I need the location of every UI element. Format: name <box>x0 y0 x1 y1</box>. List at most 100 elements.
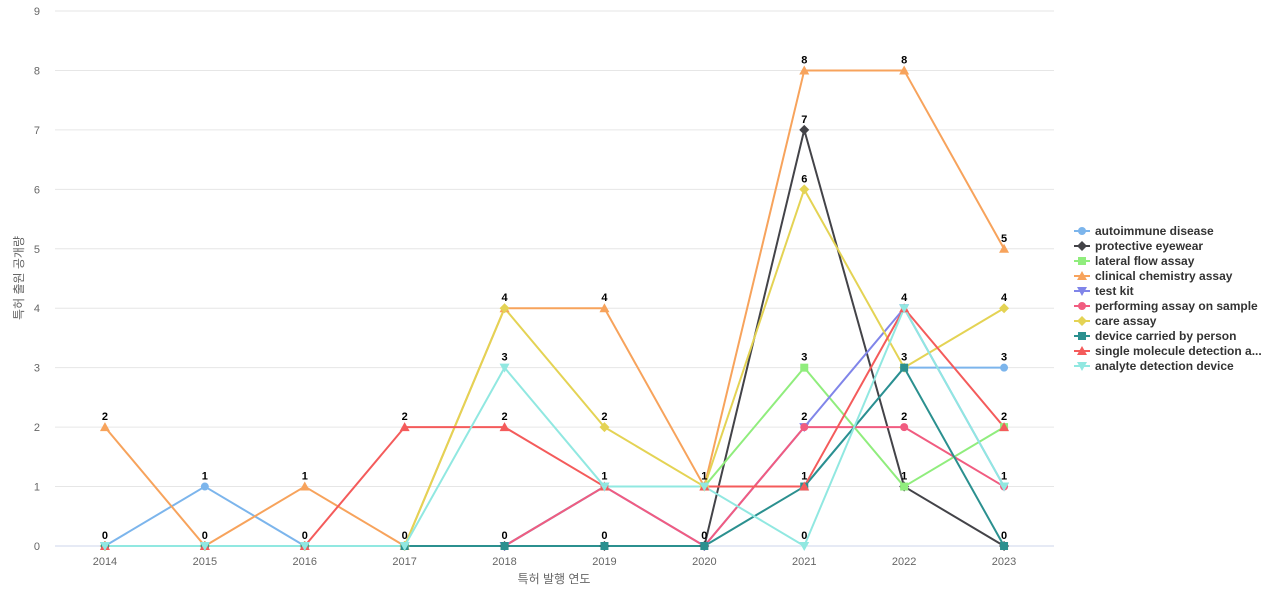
y-tick-label: 9 <box>34 6 40 18</box>
data-label: 0 <box>501 530 507 542</box>
data-label: 7 <box>801 114 807 126</box>
data-label: 1 <box>801 471 807 483</box>
data-point-care-assay <box>799 184 810 195</box>
data-label: 2 <box>402 411 408 423</box>
data-label: 0 <box>801 530 807 542</box>
y-tick-label: 6 <box>34 184 40 196</box>
data-point-clinical-chemistry-assay <box>99 422 110 432</box>
data-point-device-carried-by-person <box>900 363 909 372</box>
y-tick-label: 1 <box>34 482 40 494</box>
data-point-lateral-flow-assay <box>900 482 909 491</box>
x-tick-label: 2018 <box>492 556 516 568</box>
legend-marker <box>1077 271 1087 280</box>
legend-label: single molecule detection a... <box>1095 344 1262 358</box>
data-label: 4 <box>501 292 508 304</box>
data-point-care-assay <box>499 303 510 314</box>
y-tick-label: 7 <box>34 125 40 137</box>
legend-item-protective-eyewear[interactable]: protective eyewear <box>1074 239 1203 253</box>
data-label: 2 <box>501 411 507 423</box>
data-label: 3 <box>801 352 807 364</box>
legend-marker <box>1077 362 1087 371</box>
legend-marker <box>1078 257 1086 265</box>
data-point-device-carried-by-person <box>600 542 609 550</box>
data-point-single-molecule-detection-a <box>999 422 1010 432</box>
legend-item-single-molecule-detection-a[interactable]: single molecule detection a... <box>1074 344 1262 358</box>
legend-marker <box>1077 287 1087 296</box>
data-label: 0 <box>701 530 707 542</box>
legend-label: analyte detection device <box>1095 359 1234 373</box>
data-label: 8 <box>801 54 807 66</box>
data-label: 4 <box>1001 292 1008 304</box>
legend-item-clinical-chemistry-assay[interactable]: clinical chemistry assay <box>1074 269 1233 283</box>
data-labels: 2 0 1 0 1 0 2 0 4 3 2 0 4 2 1 0 1 0 8 7 6 3 2 1 0 8 4 3 2 1 5 4 3 2 1 0 <box>102 54 1008 542</box>
y-tick-label: 4 <box>34 303 40 315</box>
legend-label: performing assay on sample <box>1095 299 1258 313</box>
data-point-analyte-detection-device <box>499 363 510 373</box>
legend-item-analyte-detection-device[interactable]: analyte detection device <box>1074 359 1234 373</box>
y-tick-label: 0 <box>34 541 40 553</box>
legend-item-autoimmune-disease[interactable]: autoimmune disease <box>1074 224 1214 238</box>
data-point-clinical-chemistry-assay <box>999 243 1010 253</box>
data-label: 3 <box>901 352 907 364</box>
data-label: 1 <box>1001 471 1007 483</box>
data-point-analyte-detection-device <box>799 542 810 551</box>
x-tick-label: 2021 <box>792 556 816 568</box>
data-label: 6 <box>801 173 807 185</box>
data-point-performing-assay-on-sample <box>900 423 909 432</box>
data-label: 1 <box>701 471 707 483</box>
data-label: 0 <box>202 530 208 542</box>
data-point-protective-eyewear <box>799 124 810 135</box>
legend-item-test-kit[interactable]: test kit <box>1074 284 1134 298</box>
legend-label: lateral flow assay <box>1095 254 1195 268</box>
legend-item-lateral-flow-assay[interactable]: lateral flow assay <box>1074 254 1195 268</box>
legend-marker <box>1078 302 1086 310</box>
legend-marker <box>1077 346 1087 355</box>
data-label: 2 <box>1001 411 1007 423</box>
data-point-performing-assay-on-sample <box>800 423 809 432</box>
series-line-protective-eyewear <box>104 128 1005 547</box>
data-point-clinical-chemistry-assay <box>299 481 310 491</box>
legend-item-performing-assay-on-sample[interactable]: performing assay on sample <box>1074 299 1258 313</box>
legend-label: autoimmune disease <box>1095 224 1214 238</box>
data-point-clinical-chemistry-assay <box>899 65 910 75</box>
series-line-clinical-chemistry-assay <box>104 69 1005 547</box>
y-tick-label: 5 <box>34 244 40 256</box>
y-tick-label: 3 <box>34 363 40 375</box>
legend-label: device carried by person <box>1095 329 1236 343</box>
legend-item-care-assay[interactable]: care assay <box>1074 314 1157 328</box>
data-point-single-molecule-detection-a <box>399 422 410 432</box>
data-point-clinical-chemistry-assay <box>799 65 810 75</box>
data-label: 2 <box>801 411 807 423</box>
data-point-autoimmune-disease <box>200 482 209 491</box>
legend-label: protective eyewear <box>1095 239 1203 253</box>
data-point-analyte-detection-device <box>99 542 110 551</box>
data-label: 4 <box>601 292 608 304</box>
x-tick-label: 2020 <box>692 556 716 568</box>
data-label: 0 <box>1001 530 1007 542</box>
legend-marker <box>1078 227 1086 235</box>
legend-item-device-carried-by-person[interactable]: device carried by person <box>1074 329 1236 343</box>
y-axis-title: 특허 출원 공개량 <box>12 236 26 320</box>
data-point-device-carried-by-person <box>500 542 509 550</box>
x-tick-label: 2015 <box>193 556 217 568</box>
x-tick-label: 2022 <box>892 556 916 568</box>
x-tick-label: 2017 <box>392 556 416 568</box>
data-point-analyte-detection-device <box>899 304 910 314</box>
data-point-device-carried-by-person <box>1000 542 1009 550</box>
data-label: 0 <box>402 530 408 542</box>
data-label: 2 <box>601 411 607 423</box>
data-label: 0 <box>102 530 108 542</box>
data-label: 1 <box>601 471 607 483</box>
legend-label: test kit <box>1095 284 1134 298</box>
legend-marker <box>1078 332 1086 340</box>
data-point-care-assay <box>999 303 1010 314</box>
data-label: 1 <box>302 471 308 483</box>
data-point-analyte-detection-device <box>999 482 1010 492</box>
data-label: 1 <box>901 471 907 483</box>
legend-label: clinical chemistry assay <box>1095 269 1233 283</box>
y-axis: 0 1 2 3 4 5 6 7 8 9 <box>34 6 40 553</box>
y-tick-label: 2 <box>34 422 40 434</box>
data-label: 0 <box>302 530 308 542</box>
